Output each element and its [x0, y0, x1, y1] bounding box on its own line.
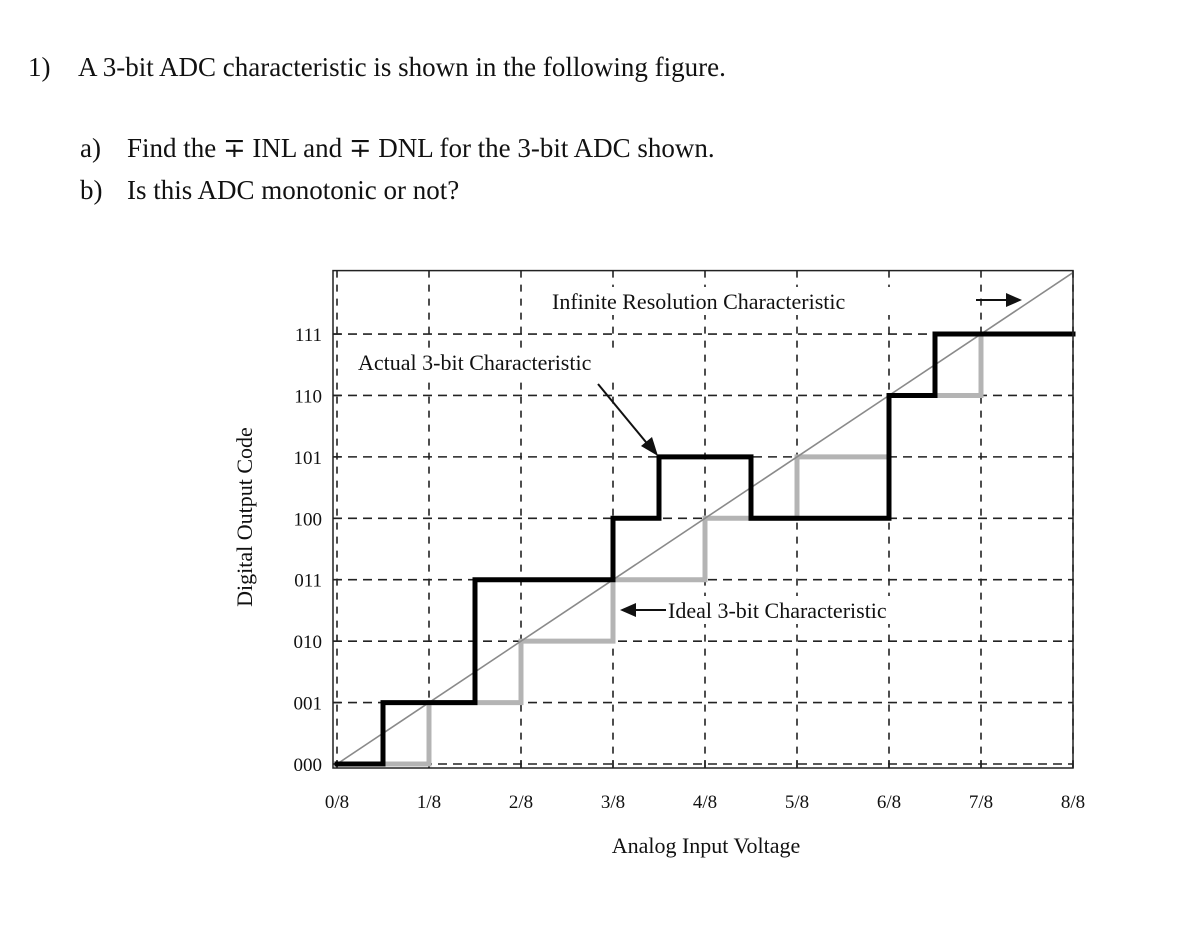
arrow-head: [641, 437, 658, 456]
question-number: 1): [28, 52, 51, 82]
annotation: Ideal 3-bit Characteristic: [668, 598, 887, 623]
x-tick-label: 1/8: [417, 792, 441, 813]
question-text: A 3-bit ADC characteristic is shown in t…: [78, 52, 726, 82]
arrow: [597, 383, 651, 448]
x-tick-label: 2/8: [509, 792, 533, 813]
y-tick-label: 010: [294, 632, 323, 653]
y-tick-label: 101: [294, 448, 323, 469]
part-label: a): [80, 133, 101, 163]
y-tick-label: 001: [294, 694, 323, 715]
plot-frame: [332, 269, 1074, 769]
annotation-bg: [664, 596, 970, 624]
annotation-bg: [354, 348, 684, 376]
y-tick-label: 000: [294, 755, 323, 776]
x-tick-label: 3/8: [601, 792, 625, 813]
arrow-head: [620, 603, 636, 617]
arrow-head: [1006, 293, 1022, 307]
y-tick-label: 110: [294, 386, 322, 407]
part-text: Find the ∓ INL and ∓ DNL for the 3-bit A…: [127, 133, 715, 163]
x-axis-label: Analog Input Voltage: [612, 833, 801, 858]
x-tick-label: 8/8: [1061, 792, 1085, 813]
annotation-bg: [548, 287, 960, 315]
x-tick-label: 5/8: [785, 792, 809, 813]
y-tick-label: 100: [294, 509, 323, 530]
annotation: Infinite Resolution Characteristic: [552, 289, 845, 314]
characteristic-line: [336, 271, 1074, 765]
x-tick-label: 0/8: [325, 792, 349, 813]
y-tick-label: 111: [295, 325, 322, 346]
part-text: Is this ADC monotonic or not?: [127, 175, 459, 205]
y-tick-label: 011: [294, 571, 322, 592]
chart: 0/8 1/8 2/8 3/8 4/8 5/8 6/8 7/8 8/8 000 001 010 011 1…: [232, 269, 1085, 858]
y-axis-label: Digital Output Code: [232, 427, 257, 607]
x-tick-label: 7/8: [969, 792, 993, 813]
part-label: b): [80, 175, 103, 205]
x-tick-label: 6/8: [877, 792, 901, 813]
x-tick-label: 4/8: [693, 792, 717, 813]
annotation: Actual 3-bit Characteristic: [358, 350, 592, 375]
